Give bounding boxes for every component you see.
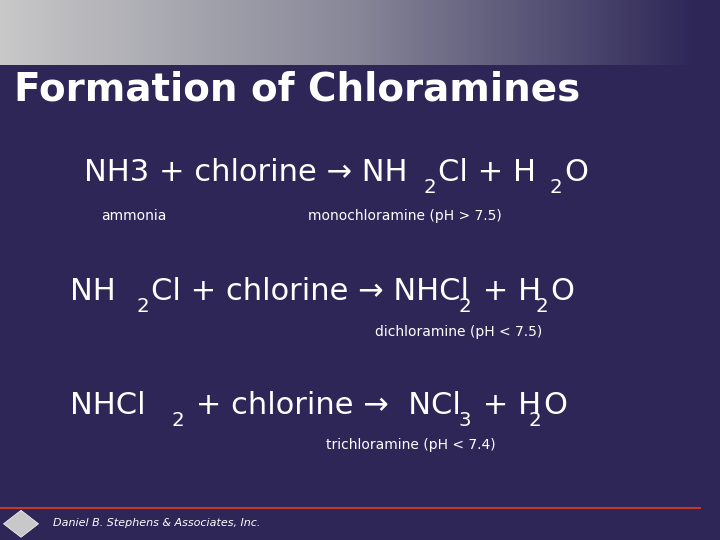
Text: Cl + chlorine → NHCl: Cl + chlorine → NHCl (150, 277, 469, 306)
Text: monochloramine (pH > 7.5): monochloramine (pH > 7.5) (308, 209, 502, 223)
Text: 2: 2 (137, 297, 149, 316)
Text: + H: + H (473, 277, 541, 306)
Text: 3: 3 (459, 410, 472, 430)
Text: 2: 2 (529, 410, 541, 430)
Text: trichloramine (pH < 7.4): trichloramine (pH < 7.4) (325, 438, 495, 453)
Text: O: O (564, 158, 588, 187)
Text: O: O (543, 390, 567, 420)
Text: NH3 + chlorine → NH: NH3 + chlorine → NH (84, 158, 408, 187)
Text: 2: 2 (550, 178, 563, 198)
Text: NHCl: NHCl (70, 390, 145, 420)
Text: O: O (550, 277, 574, 306)
Text: 2: 2 (424, 178, 436, 198)
Text: 2: 2 (171, 410, 184, 430)
Text: NH: NH (70, 277, 116, 306)
Polygon shape (4, 510, 39, 537)
Text: Daniel B. Stephens & Associates, Inc.: Daniel B. Stephens & Associates, Inc. (53, 518, 260, 528)
Text: Cl + H: Cl + H (438, 158, 536, 187)
Text: 2: 2 (459, 297, 472, 316)
Text: Formation of Chloramines: Formation of Chloramines (14, 70, 580, 108)
Text: + H: + H (473, 390, 541, 420)
Text: 2: 2 (536, 297, 549, 316)
Text: dichloramine (pH < 7.5): dichloramine (pH < 7.5) (375, 325, 542, 339)
Text: + chlorine →  NCl: + chlorine → NCl (186, 390, 461, 420)
Text: ammonia: ammonia (102, 209, 167, 223)
